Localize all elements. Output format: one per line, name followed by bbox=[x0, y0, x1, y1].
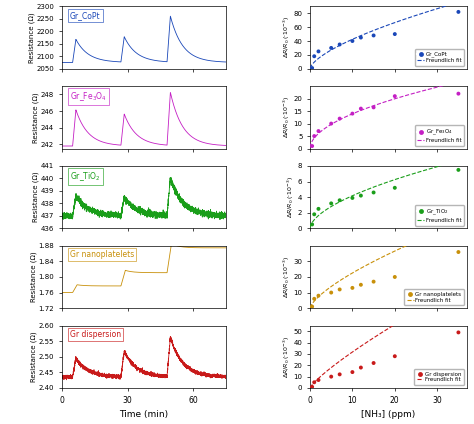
Point bbox=[391, 184, 399, 191]
Point bbox=[308, 303, 316, 310]
Point bbox=[348, 369, 356, 376]
Point bbox=[315, 206, 322, 212]
Point bbox=[391, 31, 399, 37]
Point bbox=[336, 115, 344, 122]
Legend: Gr_Fe$_3$O$_4$, Freundlich fit: Gr_Fe$_3$O$_4$, Freundlich fit bbox=[415, 125, 464, 146]
Y-axis label: $\Delta R/R_0\,(\cdot10^{-3})$: $\Delta R/R_0\,(\cdot10^{-3})$ bbox=[282, 96, 292, 138]
Point bbox=[348, 195, 356, 201]
Text: Gr_Fe$_3$O$_4$: Gr_Fe$_3$O$_4$ bbox=[70, 91, 107, 103]
Point bbox=[370, 278, 377, 285]
Point bbox=[310, 211, 318, 218]
Point bbox=[348, 38, 356, 45]
Point bbox=[370, 189, 377, 196]
Point bbox=[336, 41, 344, 48]
Legend: Gr nanoplatelets, Freundlich fit: Gr nanoplatelets, Freundlich fit bbox=[404, 289, 464, 305]
Point bbox=[348, 110, 356, 117]
Text: Gr dispersion: Gr dispersion bbox=[70, 330, 121, 339]
Point bbox=[357, 364, 365, 371]
Point bbox=[348, 285, 356, 291]
Point bbox=[315, 377, 322, 383]
Text: Gr nanoplatelets: Gr nanoplatelets bbox=[70, 250, 134, 259]
Point bbox=[357, 192, 365, 199]
Point bbox=[391, 93, 399, 100]
Point bbox=[310, 133, 318, 139]
Point bbox=[310, 296, 318, 302]
Point bbox=[370, 32, 377, 39]
Y-axis label: Resistance (Ω): Resistance (Ω) bbox=[30, 252, 37, 302]
Point bbox=[328, 120, 335, 127]
Point bbox=[391, 353, 399, 360]
Text: Gr_CoPt: Gr_CoPt bbox=[70, 11, 100, 20]
Point bbox=[308, 64, 316, 71]
Point bbox=[315, 48, 322, 55]
Point bbox=[455, 8, 462, 15]
Point bbox=[357, 282, 365, 288]
Y-axis label: $\Delta R/R_0\,(\cdot10^{-3})$: $\Delta R/R_0\,(\cdot10^{-3})$ bbox=[282, 336, 292, 378]
Point bbox=[328, 45, 335, 51]
Point bbox=[370, 360, 377, 366]
Y-axis label: Resistance (Ω): Resistance (Ω) bbox=[30, 332, 37, 382]
Point bbox=[336, 371, 344, 378]
Point bbox=[455, 248, 462, 255]
Legend: Gr dispersion, Freundlich fit: Gr dispersion, Freundlich fit bbox=[414, 369, 464, 385]
Text: Gr_TiO$_2$: Gr_TiO$_2$ bbox=[70, 170, 100, 183]
Point bbox=[308, 383, 316, 390]
Legend: Gr_TiO$_2$, Freundlich fit: Gr_TiO$_2$, Freundlich fit bbox=[415, 205, 464, 226]
X-axis label: Time (min): Time (min) bbox=[119, 410, 169, 419]
Point bbox=[310, 53, 318, 60]
Y-axis label: $\Delta R/R_0\,(\cdot10^{-3})$: $\Delta R/R_0\,(\cdot10^{-3})$ bbox=[286, 176, 296, 218]
Point bbox=[455, 90, 462, 97]
Point bbox=[455, 167, 462, 173]
X-axis label: [NH₃] (ppm): [NH₃] (ppm) bbox=[361, 410, 416, 419]
Point bbox=[336, 197, 344, 204]
Y-axis label: $\Delta R/R_0\,(\cdot10^{-3})$: $\Delta R/R_0\,(\cdot10^{-3})$ bbox=[282, 17, 292, 59]
Point bbox=[357, 34, 365, 41]
Y-axis label: Resistance (Ω): Resistance (Ω) bbox=[33, 172, 39, 223]
Y-axis label: Resistance (Ω): Resistance (Ω) bbox=[28, 12, 35, 63]
Point bbox=[315, 292, 322, 299]
Y-axis label: Resistance (Ω): Resistance (Ω) bbox=[33, 92, 39, 142]
Legend: Gr_CoPt, Freundlich fit: Gr_CoPt, Freundlich fit bbox=[415, 49, 464, 66]
Point bbox=[315, 128, 322, 134]
Y-axis label: $\Delta R/R_0\,(\cdot10^{-3})$: $\Delta R/R_0\,(\cdot10^{-3})$ bbox=[282, 256, 292, 298]
Point bbox=[310, 379, 318, 386]
Point bbox=[391, 273, 399, 280]
Point bbox=[328, 200, 335, 207]
Point bbox=[328, 373, 335, 380]
Point bbox=[328, 289, 335, 296]
Point bbox=[370, 104, 377, 111]
Point bbox=[336, 286, 344, 293]
Point bbox=[308, 221, 316, 228]
Point bbox=[357, 105, 365, 112]
Point bbox=[308, 142, 316, 149]
Point bbox=[455, 329, 462, 336]
